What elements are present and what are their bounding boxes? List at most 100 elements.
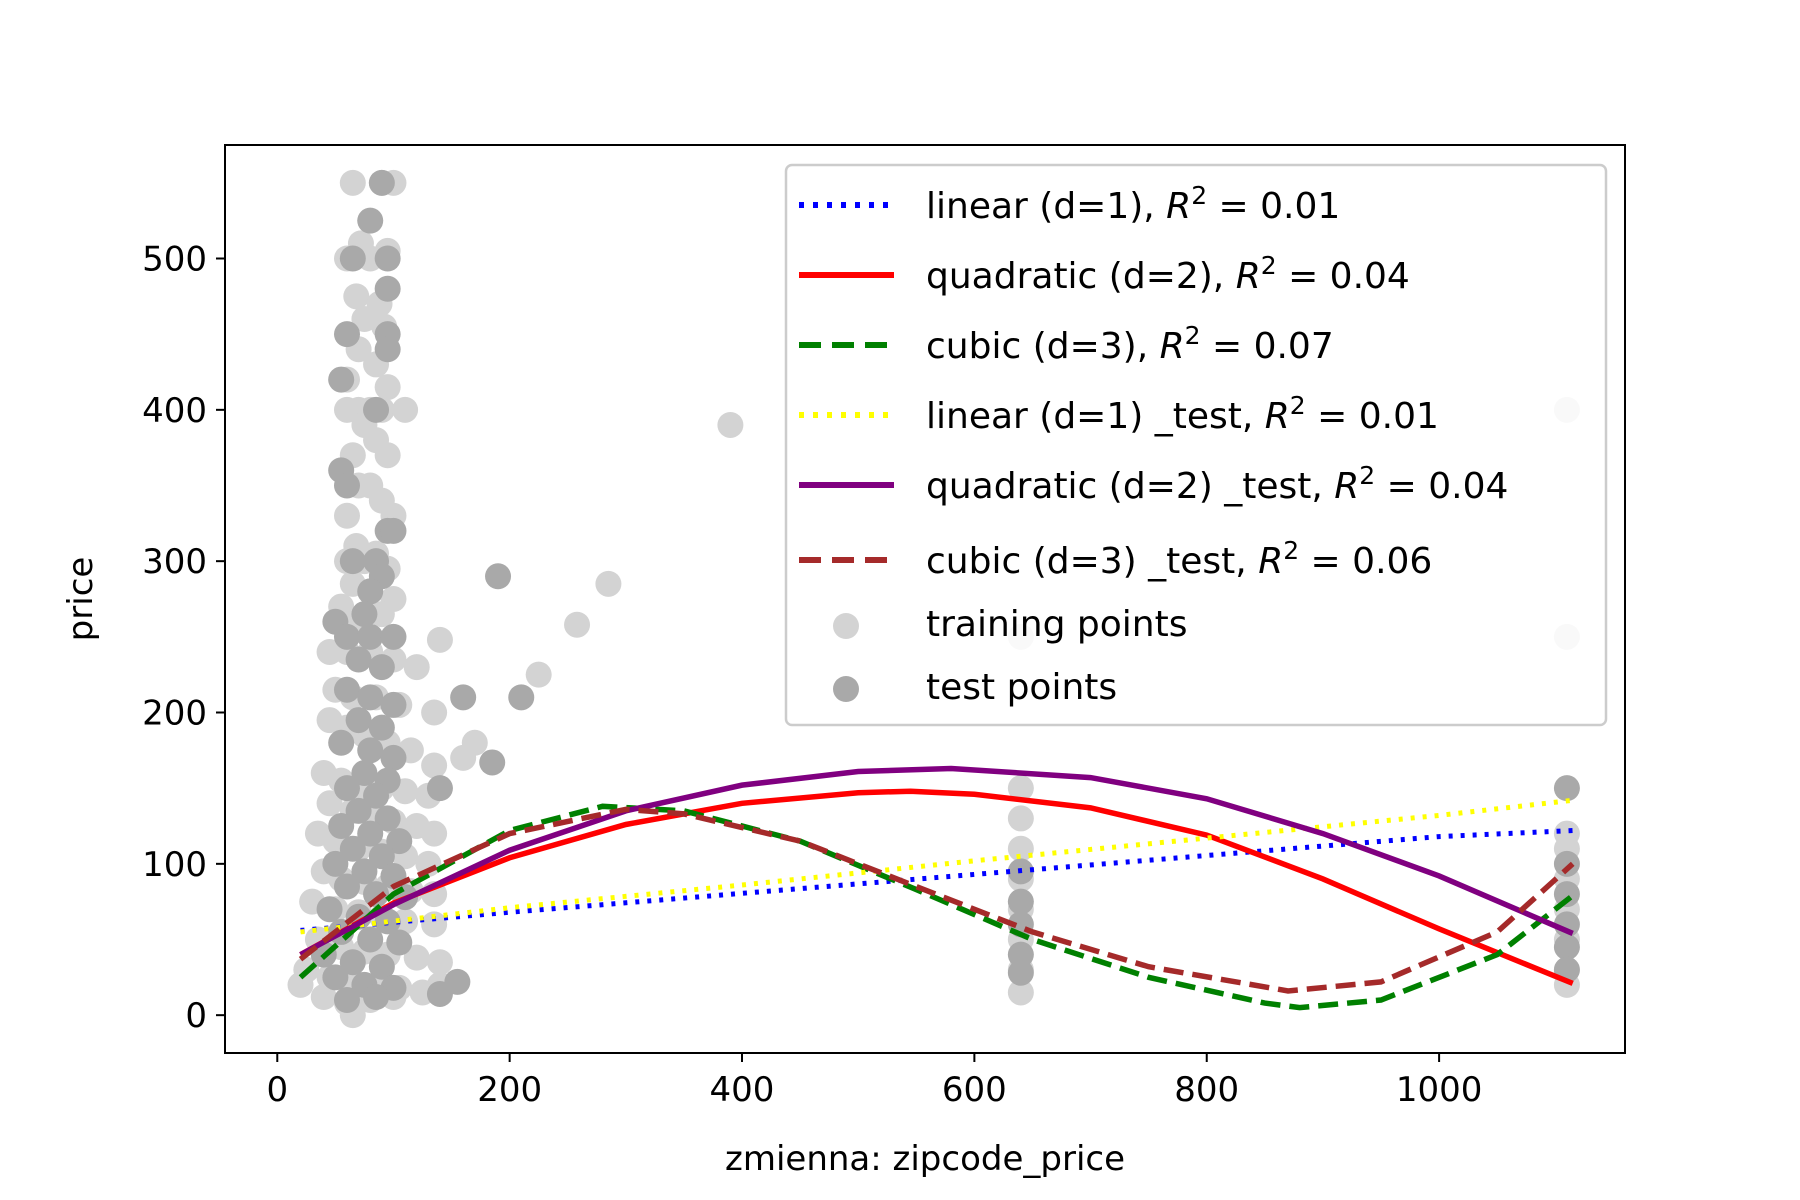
test-point [357,578,384,605]
test-point [345,707,372,734]
test-point [316,896,343,923]
fit-line-1 [300,828,1573,933]
test-point [374,275,401,302]
training-point [287,971,314,998]
training-point [421,752,448,779]
training-point [717,411,744,438]
test-point [339,835,366,862]
test-point [380,623,407,650]
training-point [343,283,370,310]
test-point [485,563,512,590]
test-point [328,729,355,756]
training-point [403,944,430,971]
test-point [322,850,349,877]
test-point [374,245,401,272]
test-point [351,601,378,628]
test-point [333,775,360,802]
test-point [479,749,506,776]
legend-label: quadratic (d=2), R2 = 0.04 [926,251,1410,297]
x-tick-label: 400 [710,1070,775,1110]
training-point [450,744,477,771]
test-point [444,968,471,995]
test-point [339,949,366,976]
fit-line-5 [299,765,1574,958]
y-tick-label: 500 [142,240,207,280]
test-point [1553,850,1580,877]
test-point [368,953,395,980]
test-point [450,684,477,711]
test-point [351,858,378,885]
training-point [333,502,360,529]
test-point [368,169,395,196]
axes: 0 200 400 600 800 1000 0 100 200 300 400 500 [142,144,1626,1110]
legend-box [784,163,1608,727]
training-point [316,790,343,817]
x-tick-label: 600 [942,1070,1007,1110]
training-point [564,611,591,638]
test-point [380,517,407,544]
test-point [351,760,378,787]
test-point [380,691,407,718]
training-point [421,699,448,726]
legend-label: quadratic (d=2) _test, R2 = 0.04 [926,461,1508,507]
training-point [374,442,401,469]
fit-line-2 [299,788,1574,986]
y-tick-label: 400 [142,391,207,431]
axes-frame [224,144,1626,1054]
training-point [339,169,366,196]
x-tick-label: 200 [477,1070,542,1110]
legend-label: linear (d=1) _test, R2 = 0.01 [926,391,1439,437]
x-tick-label: 0 [266,1070,288,1110]
legend: linear (d=1), R2 = 0.01 quadratic (d=2), … [784,163,1608,727]
test-point [374,336,401,363]
fit-line-6 [298,806,1575,994]
test-point [357,623,384,650]
test-point [1007,888,1034,915]
test-point [357,207,384,234]
test-point [333,987,360,1014]
training-point [525,661,552,688]
training-point [1007,805,1034,832]
test-point [328,813,355,839]
training-point [595,570,622,597]
test-point [508,684,535,711]
test-point [1007,941,1034,968]
test-point [363,396,390,423]
test-point [357,737,384,764]
legend-label: cubic (d=3) _test, R2 = 0.06 [926,536,1432,582]
test-point [1553,775,1580,802]
test-point [333,676,360,703]
training-point [421,911,448,938]
training-point [403,654,430,681]
test-point [333,472,360,499]
test-point [322,964,349,991]
training-point [426,949,453,976]
legend-marker-swatch [833,676,859,702]
test-point [363,881,390,908]
test-point [339,245,366,272]
training-point [426,626,453,653]
x-tick-label: 1000 [1396,1070,1483,1110]
y-tick-label: 200 [142,694,207,734]
test-point [363,782,390,809]
y-tick-label: 100 [142,845,207,885]
fit-line-3 [298,803,1575,1011]
training-point [1007,775,1034,802]
test-point [374,805,401,832]
test-point [1553,934,1580,961]
y-tick-label: 0 [185,996,207,1036]
test-point [368,714,395,741]
test-point [345,797,372,824]
plot-content [287,169,1580,1029]
legend-label: training points [926,604,1187,645]
test-point [386,929,413,956]
training-point [421,820,448,847]
test-point [368,654,395,681]
test-point [339,548,366,575]
legend-label: cubic (d=3), R2 = 0.07 [926,321,1334,367]
training-point [1007,835,1034,862]
test-point [426,775,453,802]
test-point [333,321,360,348]
training-point [310,984,337,1011]
